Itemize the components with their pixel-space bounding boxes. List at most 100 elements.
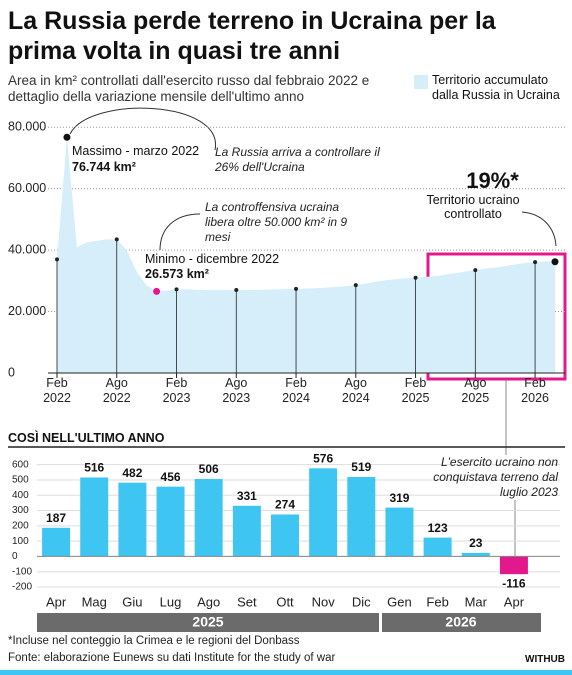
bar bbox=[118, 482, 147, 557]
year-band bbox=[382, 613, 541, 632]
x-tick-label: Feb 2022 bbox=[43, 376, 71, 405]
brand: WITHUB bbox=[525, 654, 565, 665]
point bbox=[533, 260, 538, 265]
point bbox=[234, 288, 239, 293]
annotation: Minimo - dicembre 2022 bbox=[145, 252, 280, 266]
x-tick-label: Feb 2023 bbox=[162, 376, 191, 405]
year-label: 2025 bbox=[192, 614, 223, 630]
value-label: 506 bbox=[199, 462, 219, 476]
value-label: 331 bbox=[237, 489, 257, 503]
annotation-line bbox=[159, 213, 201, 251]
annotation: La Russia arriva a controllare il 26% de… bbox=[215, 145, 380, 174]
x-tick-label: Apr bbox=[504, 594, 525, 609]
point bbox=[413, 275, 418, 280]
y-tick-label: 60.000 bbox=[8, 181, 46, 195]
min-point bbox=[153, 287, 161, 295]
point bbox=[55, 257, 59, 262]
bar bbox=[42, 527, 71, 557]
value-label: 319 bbox=[389, 491, 409, 505]
annotation: Massimo - marzo 2022 bbox=[72, 144, 200, 158]
bar bbox=[309, 468, 338, 557]
y-tick-label: 0 bbox=[8, 365, 15, 379]
y-tick-label: 400 bbox=[12, 490, 29, 501]
annotation: 19%* bbox=[466, 168, 519, 193]
value-label: 76.744 km² bbox=[72, 160, 136, 174]
footnote: *Incluse nel conteggio la Crimea e le re… bbox=[8, 635, 300, 647]
x-tick-label: Ago 2025 bbox=[461, 376, 490, 405]
y-tick-label: 40.000 bbox=[8, 242, 46, 256]
x-tick-label: Feb 2025 bbox=[401, 376, 430, 405]
year-band bbox=[37, 613, 379, 632]
value-label: 23 bbox=[469, 536, 483, 550]
value-label: 456 bbox=[161, 470, 181, 484]
year-label: 2026 bbox=[445, 614, 476, 630]
x-tick-label: Apr bbox=[46, 594, 67, 609]
y-tick-label: -200 bbox=[12, 582, 32, 593]
y-tick-label: 0 bbox=[12, 551, 18, 562]
x-tick-label: Ott bbox=[276, 594, 294, 609]
title: La Russia perde terreno in Ucraina per l… bbox=[8, 7, 496, 65]
value-label: 123 bbox=[428, 521, 448, 535]
bar bbox=[461, 552, 490, 557]
x-tick-label: Giu bbox=[122, 594, 142, 609]
bottom-stripe bbox=[0, 670, 572, 675]
bar bbox=[156, 486, 185, 557]
annotation-line bbox=[69, 107, 216, 151]
bar bbox=[347, 477, 376, 557]
y-tick-label: 500 bbox=[12, 475, 29, 486]
y-tick-label: -100 bbox=[12, 566, 32, 577]
source: Fonte: elaborazione Eunews su dati Insti… bbox=[8, 652, 336, 664]
x-tick-label: Feb bbox=[426, 594, 448, 609]
x-tick-label: Mag bbox=[82, 594, 107, 609]
bar bbox=[271, 514, 299, 557]
x-tick-label: Ago 2022 bbox=[102, 376, 131, 405]
x-tick-label: Feb 2024 bbox=[282, 376, 310, 405]
point bbox=[294, 286, 299, 291]
subtitle: Area in km² controllati dall'esercito ru… bbox=[8, 73, 370, 104]
x-tick-label: Ago 2024 bbox=[341, 376, 370, 405]
annotation: Territorio ucraino controllato bbox=[426, 193, 520, 221]
annotation: L'esercito ucraino non conquistava terre… bbox=[433, 455, 558, 499]
x-tick-label: Ago 2023 bbox=[222, 376, 251, 405]
x-tick-label: Dic bbox=[352, 594, 371, 609]
y-tick-label: 600 bbox=[12, 459, 29, 470]
point bbox=[353, 283, 358, 288]
y-tick-label: 80.000 bbox=[8, 120, 46, 134]
value-label: 482 bbox=[122, 466, 142, 480]
x-tick-label: Nov bbox=[312, 594, 336, 609]
value-label: 26.573 km² bbox=[145, 267, 209, 281]
annotation: La controffensiva ucraina libera oltre 5… bbox=[205, 200, 348, 244]
y-tick-label: 20.000 bbox=[8, 304, 46, 318]
x-tick-label: Feb 2026 bbox=[521, 376, 549, 405]
value-label: 274 bbox=[275, 498, 295, 512]
point bbox=[114, 237, 119, 242]
y-tick-label: 300 bbox=[12, 505, 29, 516]
point bbox=[174, 287, 179, 292]
y-tick-label: 100 bbox=[12, 536, 29, 547]
point bbox=[473, 268, 478, 273]
x-tick-label: Ago bbox=[197, 594, 220, 609]
bar bbox=[499, 556, 528, 575]
bar bbox=[423, 537, 452, 557]
bar bbox=[194, 479, 223, 557]
bar bbox=[385, 507, 414, 557]
y-tick-label: 200 bbox=[12, 520, 29, 531]
x-tick-label: Lug bbox=[160, 594, 182, 609]
annotation-line bbox=[521, 211, 557, 247]
x-tick-label: Gen bbox=[387, 594, 412, 609]
x-tick-label: Mar bbox=[465, 594, 488, 609]
bar bbox=[80, 477, 109, 557]
section-title: COSÌ NELL'ULTIMO ANNO bbox=[8, 431, 165, 445]
max-point bbox=[63, 133, 71, 141]
legend-swatch bbox=[414, 75, 428, 89]
value-label: -116 bbox=[502, 576, 526, 590]
legend-label: Territorio accumulato dalla Russia in Uc… bbox=[432, 73, 560, 102]
area bbox=[57, 137, 555, 373]
last-point bbox=[551, 258, 559, 266]
value-label: 187 bbox=[46, 511, 66, 525]
value-label: 519 bbox=[351, 460, 371, 474]
x-tick-label: Set bbox=[237, 594, 257, 609]
value-label: 516 bbox=[84, 461, 104, 475]
